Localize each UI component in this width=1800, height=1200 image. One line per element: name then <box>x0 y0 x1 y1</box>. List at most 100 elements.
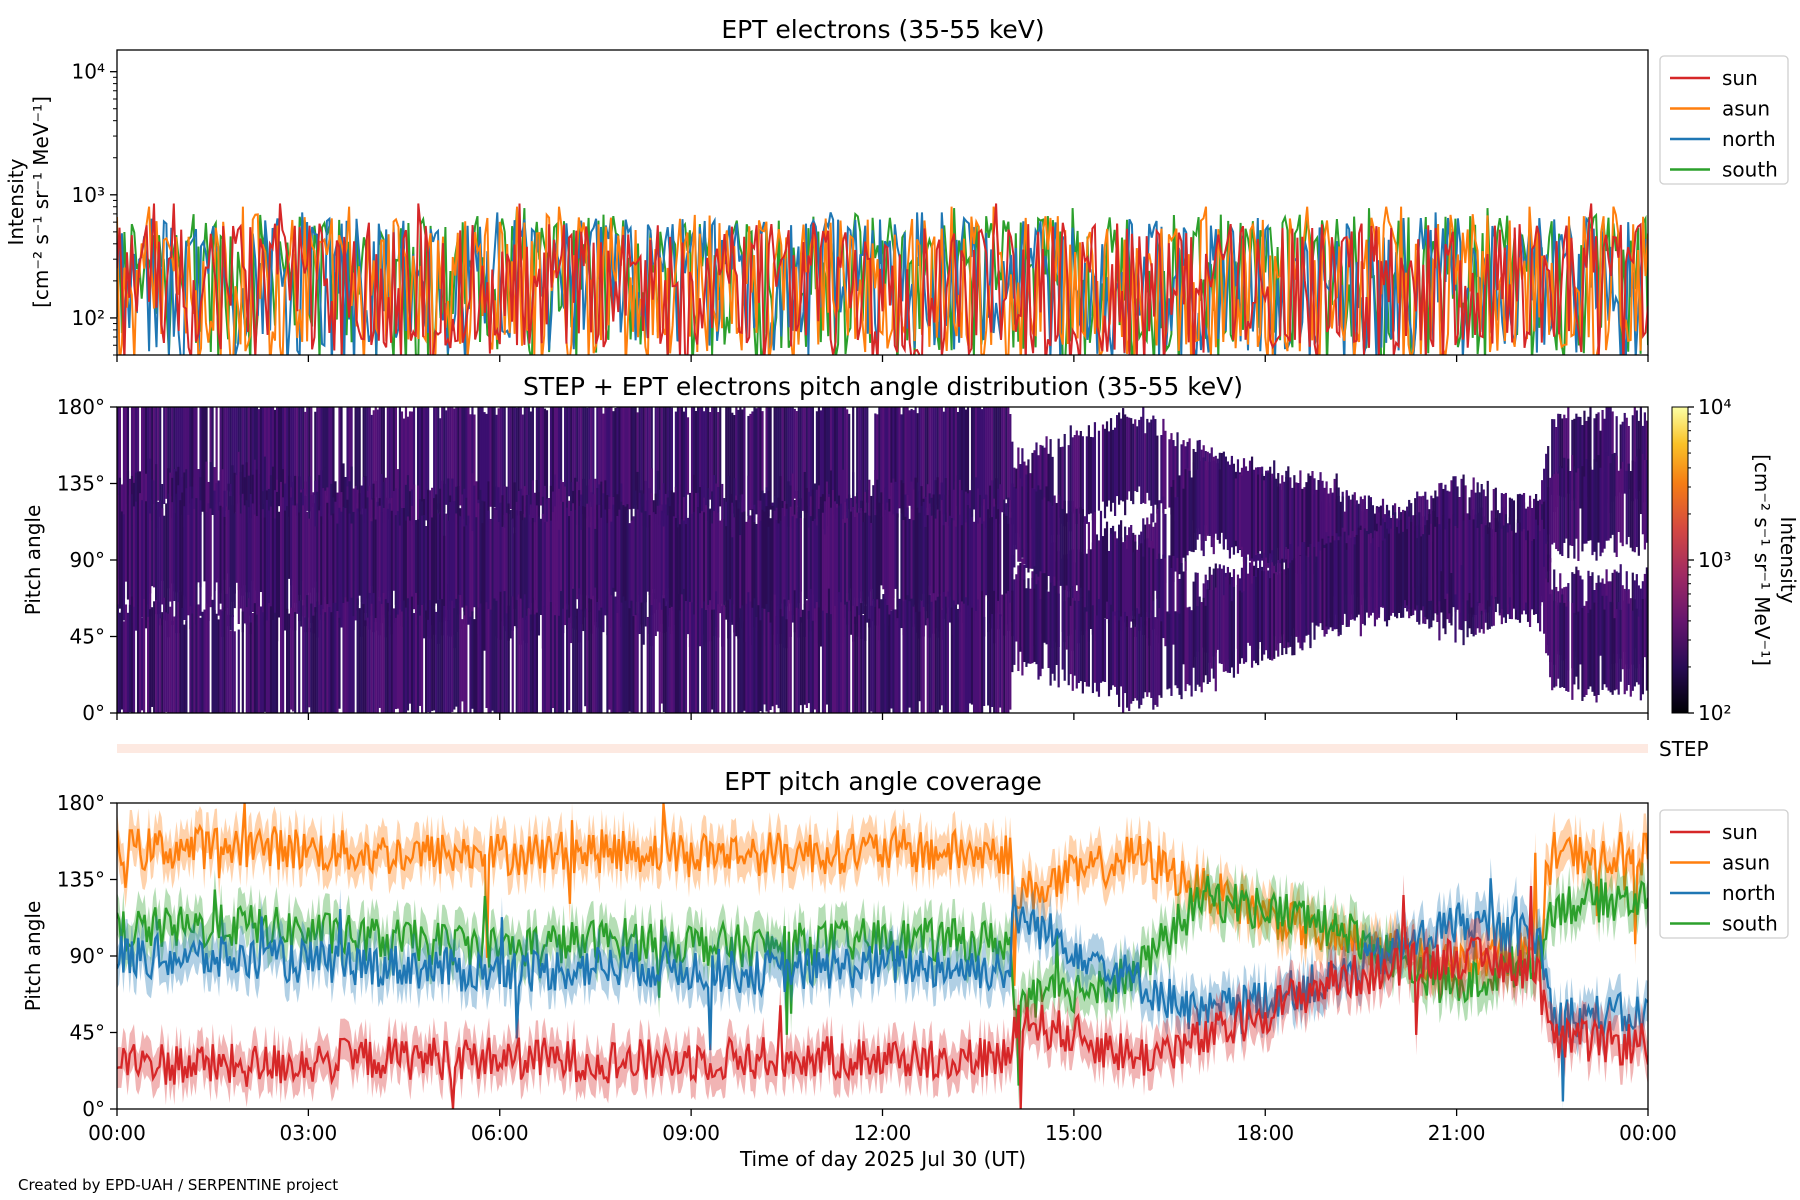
heatmap-cell <box>1426 520 1429 620</box>
heatmap-cell <box>987 509 990 633</box>
heatmap-cell <box>171 620 174 713</box>
heatmap-cell <box>330 515 333 634</box>
heatmap-cell <box>1130 627 1133 704</box>
heatmap-cell <box>580 609 583 713</box>
heatmap-cell <box>445 410 448 505</box>
heatmap-cell <box>755 408 758 515</box>
heatmap-cell <box>703 411 706 512</box>
heatmap-cell <box>572 588 575 713</box>
heatmap-cell <box>225 407 228 512</box>
heatmap-cell <box>1462 520 1465 599</box>
heatmap-cell <box>308 628 311 708</box>
heatmap-cell <box>130 596 134 713</box>
heatmap-cell <box>1232 586 1236 678</box>
heatmap-cell <box>237 492 240 625</box>
heatmap-cell <box>640 512 643 625</box>
heatmap-cell <box>390 510 393 635</box>
heatmap-cell <box>1545 578 1548 654</box>
heatmap-cell <box>364 620 367 713</box>
heatmap-cell <box>1516 522 1520 620</box>
heatmap-cell <box>912 606 915 713</box>
heatmap-cell <box>648 515 651 634</box>
heatmap-cell <box>126 407 130 505</box>
heatmap-cell <box>1466 529 1469 601</box>
heatmap-cell <box>1277 473 1280 548</box>
heatmap-cell <box>279 594 283 713</box>
heatmap-cell <box>1323 547 1326 637</box>
heatmap-cell <box>1105 521 1109 602</box>
heatmap-cell <box>745 521 748 642</box>
heatmap-cell <box>557 407 561 521</box>
legend-label-asun: asun <box>1722 851 1770 875</box>
heatmap-cell <box>340 407 343 524</box>
heatmap-cell <box>167 493 170 638</box>
heatmap-cell <box>255 407 259 500</box>
heatmap-cell <box>833 501 837 630</box>
heatmap-cell <box>1530 541 1534 610</box>
heatmap-cell <box>981 409 984 506</box>
heatmap-cell <box>656 505 659 632</box>
heatmap-cell <box>676 407 680 528</box>
heatmap-cell <box>979 407 982 525</box>
heatmap-cell <box>1122 408 1125 502</box>
heatmap-cell <box>1115 611 1119 695</box>
heatmap-cell <box>1285 559 1288 655</box>
heatmap-cell <box>1168 613 1171 689</box>
heatmap-cell <box>783 599 786 713</box>
heatmap-cell <box>1128 610 1131 712</box>
heatmap-cell <box>787 481 790 601</box>
heatmap-cell <box>523 594 526 713</box>
heatmap-cell <box>1575 413 1578 492</box>
heatmap-cell <box>1319 550 1322 624</box>
heatmap-cell <box>1045 554 1048 645</box>
heatmap-cell <box>801 407 804 511</box>
heatmap-cell <box>934 600 937 713</box>
heatmap-cell <box>1565 466 1568 539</box>
heatmap-cell <box>398 407 402 523</box>
heatmap-cell <box>435 407 438 508</box>
heatmap-cell <box>515 599 518 713</box>
heatmap-cell <box>660 609 663 704</box>
heatmap-cell <box>537 407 541 515</box>
heatmap-cell <box>842 407 845 516</box>
heatmap-cell <box>1484 525 1487 610</box>
heatmap-cell <box>527 608 530 713</box>
heatmap-cell <box>767 526 770 635</box>
heatmap-cell <box>555 511 559 644</box>
heatmap-cell <box>1170 618 1173 696</box>
heatmap-cell <box>773 407 776 510</box>
heatmap-cell <box>117 494 120 630</box>
heatmap-cell <box>1049 439 1052 525</box>
heatmap-cell <box>715 591 718 713</box>
heatmap-cell <box>1085 611 1088 687</box>
heatmap-cell <box>997 509 1000 630</box>
heatmap-cell <box>1144 433 1147 504</box>
heatmap-cell <box>1641 598 1644 695</box>
heatmap-cell <box>418 615 422 706</box>
heatmap-cell <box>535 612 539 713</box>
heatmap-cell <box>1561 418 1564 497</box>
heatmap-cell <box>557 529 561 633</box>
heatmap-cell <box>632 616 635 713</box>
heatmap-cell <box>705 610 708 713</box>
heatmap-cell <box>463 407 466 509</box>
heatmap-cell <box>1585 459 1588 544</box>
heatmap-cell <box>928 595 931 713</box>
heatmap-cell <box>799 617 802 706</box>
heatmap-cell <box>1176 432 1179 530</box>
heatmap-cell <box>976 599 980 713</box>
heatmap-cell <box>433 498 436 635</box>
heatmap-cell <box>382 592 385 713</box>
heatmap-cell <box>1275 572 1278 651</box>
heatmap-cell <box>1281 475 1284 570</box>
heatmap-cell <box>225 593 228 713</box>
heatmap-cell <box>1321 480 1324 559</box>
heatmap-cell <box>356 508 359 611</box>
heatmap-cell <box>1128 417 1131 492</box>
heatmap-cell <box>1468 519 1471 593</box>
heatmap-cell <box>1248 562 1252 646</box>
heatmap-cell <box>435 494 438 604</box>
heatmap-cell <box>257 501 261 626</box>
heatmap-cell <box>666 515 669 616</box>
